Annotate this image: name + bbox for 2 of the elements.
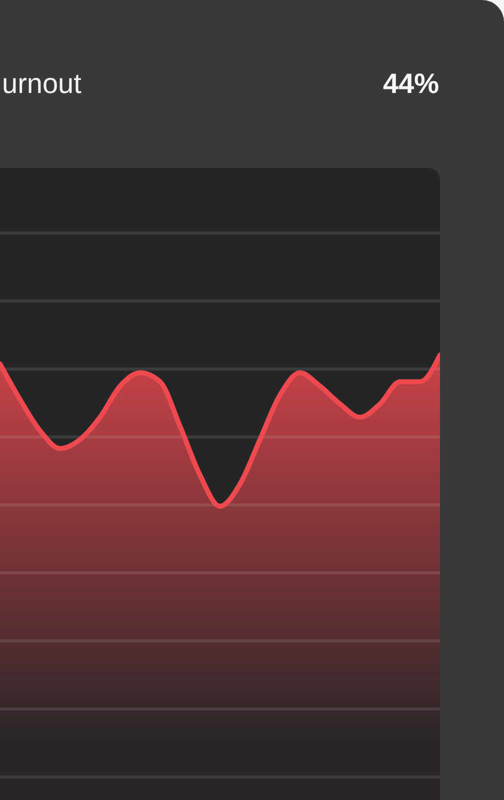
text: 44% bbox=[382, 68, 440, 99]
chart-title: urnout bbox=[2, 68, 82, 99]
